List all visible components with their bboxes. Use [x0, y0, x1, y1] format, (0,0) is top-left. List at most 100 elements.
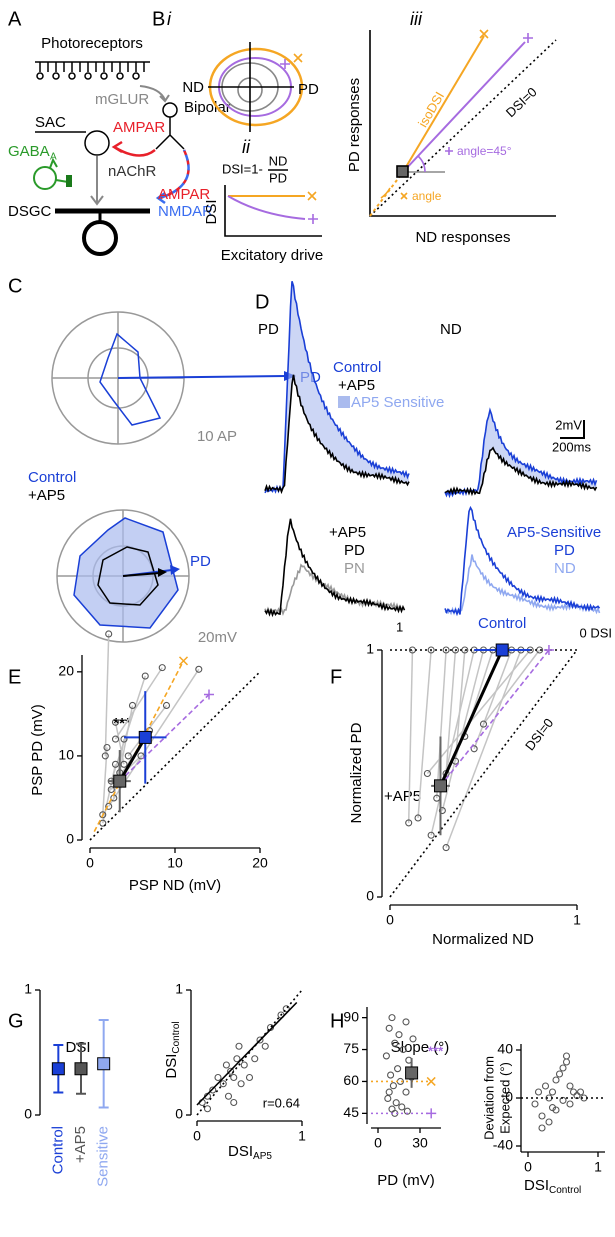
data-point: [382, 1052, 390, 1060]
panel-b-diagram-part: [417, 155, 426, 173]
voltage-trace: [264, 281, 410, 494]
reference-line: [118, 736, 147, 782]
data-point: [245, 1073, 254, 1082]
data-point: [222, 1061, 230, 1069]
chart-labels-part: H: [330, 1010, 344, 1032]
panel-b-labels-part: PD: [269, 170, 287, 185]
panel-c-labels-part: +AP5: [28, 487, 65, 504]
panel-b-diagram-part: [224, 185, 322, 237]
panel-b-labels-part: angle: [412, 189, 442, 203]
panel-b-diagram-part: [293, 53, 303, 63]
data-point: [233, 1055, 241, 1063]
pair-line: [445, 649, 522, 848]
data-point: [402, 1018, 410, 1026]
panel-c-polar-part: [170, 565, 180, 575]
voltage-trace: [444, 554, 601, 616]
pair-line: [407, 649, 414, 823]
data-point: [107, 785, 115, 794]
end-marker: [426, 1076, 436, 1086]
x-tick-label: 0: [193, 1128, 201, 1144]
y-tick-label: 0: [66, 831, 74, 847]
panel-a-labels-part: SAC: [35, 114, 66, 131]
panel-b-diagram-part: [227, 195, 306, 220]
data-point: [99, 811, 107, 819]
data-point: [402, 1088, 410, 1096]
data-point: [552, 1106, 560, 1114]
scale-bar: [560, 420, 585, 439]
y-tick-label: -40: [493, 1137, 513, 1153]
reference-line: [439, 649, 504, 787]
error-cap: [98, 1019, 109, 1109]
panel-a-labels-part: mGLUR: [95, 91, 149, 108]
data-point: [219, 1080, 227, 1088]
x-tick-label: 1: [594, 1159, 602, 1175]
data-point: [442, 844, 450, 852]
reference-line: [119, 693, 210, 782]
panel-d-labels-part: +AP5: [329, 524, 366, 541]
data-point: [103, 743, 111, 752]
y-tick-label: 1: [175, 981, 183, 997]
x-tick-label: 1: [298, 1128, 306, 1144]
panel-d-labels-part: 2mV: [555, 417, 582, 432]
pair-line: [454, 649, 466, 762]
y-tick-label: 1: [366, 641, 374, 657]
panel-c-polar: [51, 311, 296, 643]
error-cap: [53, 1044, 64, 1094]
panel-a-labels-part: AMPAR: [158, 186, 210, 203]
chart-labels-part: 0 DSI: [579, 625, 612, 640]
data-point: [451, 646, 460, 654]
panel-d-labels-part: +AP5: [338, 377, 375, 394]
chart-labels-part: +AP5: [384, 788, 421, 805]
chart-labels-part: r=0.64: [263, 1095, 300, 1110]
x-tick-label: 30: [412, 1135, 428, 1151]
panel-b-labels-part: ND responses: [415, 229, 510, 246]
x-tick-label: 10: [167, 855, 183, 871]
end-marker: [543, 645, 554, 655]
data-point: [141, 672, 149, 680]
data-point: [387, 1071, 395, 1079]
data-point: [111, 718, 120, 726]
panel-c-labels-part: PD: [190, 553, 211, 570]
data-point: [405, 819, 413, 827]
data-point: [399, 1045, 407, 1054]
chart-labels-part: PD (mV): [377, 1172, 435, 1189]
panel-b-labels-part: ii: [242, 137, 251, 157]
mean-marker: [113, 774, 127, 788]
axis-title-sub: Control: [549, 1185, 581, 1196]
data-point: [214, 1073, 222, 1082]
panel-b-diagram-part: [479, 29, 489, 39]
panel-a-diagram-part: [36, 72, 140, 80]
panel-b-labels-part: B: [152, 8, 165, 30]
data-point: [388, 1014, 396, 1022]
data-point: [230, 1073, 238, 1082]
data-point: [240, 1061, 248, 1069]
panel-a-diagram-part: [111, 140, 123, 154]
panel-a-diagram-part: [39, 62, 145, 72]
panel-a-diagram-part: [159, 149, 190, 200]
mean-marker: [405, 1066, 419, 1080]
axis-title: DSI: [228, 1143, 253, 1160]
panel-b-diagram-part: [445, 147, 453, 155]
panel-b-diagram-part: [396, 165, 409, 178]
data-point: [203, 1105, 212, 1113]
panel-d-labels: D PD ND Control +AP5 AP5 Sensitive 2mV 2…: [255, 291, 601, 577]
shaded-area: [445, 410, 597, 496]
panel-c-polar-part: [117, 375, 287, 379]
data-point: [541, 1082, 550, 1090]
data-point: [534, 1088, 543, 1096]
pair-line: [436, 649, 447, 799]
panel-b-diagram: [208, 29, 557, 237]
data-point: [237, 1080, 245, 1088]
panel-a-diagram-part: [66, 175, 72, 187]
panel-b-diagram-part: [400, 192, 408, 200]
data-point: [256, 1036, 264, 1044]
panel-c-labels-part: Control: [28, 469, 76, 486]
data-point: [423, 769, 431, 778]
data-point: [569, 1088, 578, 1096]
panel-b-labels-part: ND: [182, 79, 204, 96]
axis-title-sub: AP5: [253, 1151, 272, 1162]
panel-a-diagram-part: [139, 85, 166, 101]
data-point: [389, 1082, 397, 1090]
panel-d-labels-part: AP5-Sensitive: [507, 524, 601, 541]
panel-d-labels-part: D: [255, 291, 269, 313]
